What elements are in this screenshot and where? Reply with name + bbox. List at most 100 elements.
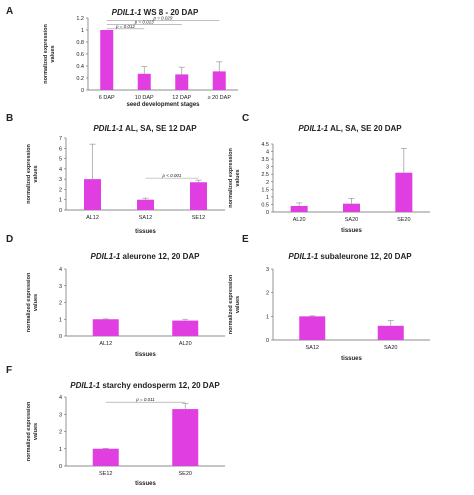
bar <box>172 320 199 336</box>
panel-letter: A <box>6 6 13 17</box>
title-gene: PDIL1-1 <box>93 124 123 133</box>
x-tick-label: AL12 <box>99 341 112 347</box>
x-tick-label: 12 DAP <box>172 95 191 101</box>
y-tick-label: 7 <box>59 136 62 142</box>
y-tick-label: 1 <box>266 314 269 320</box>
y-tick-label: 1 <box>59 447 62 453</box>
y-axis-label-line: normalized expression <box>228 274 234 334</box>
chart-title: PDIL1-1 WS 8 - 20 DAP <box>112 8 199 17</box>
y-axis-label-line: normalized expression <box>228 148 234 208</box>
x-tick-label: SA12 <box>306 345 319 351</box>
y-axis-label-line: values <box>50 45 56 62</box>
y-tick-label: 4 <box>59 395 62 401</box>
y-axis-label-line: values <box>235 296 241 313</box>
bar <box>343 203 360 212</box>
title-gene: PDIL1-1 <box>91 252 121 261</box>
y-axis-label-line: normalized expression <box>43 24 49 84</box>
y-tick-label: 5 <box>59 157 62 163</box>
bar <box>84 179 101 210</box>
panel-letter: E <box>242 234 249 245</box>
y-tick-label: 2 <box>266 291 269 297</box>
title-gene: PDIL1-1 <box>112 8 142 17</box>
y-axis-label: normalized expressionvalues <box>26 144 39 204</box>
chart-title: PDIL1-1 AL, SA, SE 12 DAP <box>93 124 197 133</box>
y-tick-label: 1 <box>81 28 84 34</box>
y-tick-label: 1 <box>266 195 269 201</box>
bar <box>290 205 308 212</box>
title-rest: AL, SA, SE 12 DAP <box>123 124 197 133</box>
bar <box>137 73 151 90</box>
y-tick-label: 2 <box>266 180 269 186</box>
y-tick-label: 0 <box>81 88 84 94</box>
title-gene: PDIL1-1 <box>70 381 100 390</box>
y-tick-label: 0.2 <box>76 76 84 82</box>
y-tick-label: 0 <box>59 208 62 214</box>
bar <box>175 74 189 90</box>
bar <box>395 172 413 212</box>
x-axis-label: tissues <box>135 481 156 487</box>
panel-f: F PDIL1-1 starchy endosperm 12, 20 DAP 0 1 2… <box>6 365 225 487</box>
panel-a: A PDIL1-1 WS 8 - 20 DAP 0 0.2 0.4 0.6 0.8 1 1.2 6… <box>6 6 238 108</box>
x-tick-label: AL12 <box>86 215 99 221</box>
y-tick-label: 3 <box>59 177 62 183</box>
x-axis-label: tissues <box>341 228 362 234</box>
y-axis-label-line: values <box>33 165 39 182</box>
x-tick-label: SA12 <box>139 215 152 221</box>
x-tick-label: SE12 <box>192 215 205 221</box>
title-rest: WS 8 - 20 DAP <box>141 8 199 17</box>
panel-letter: B <box>6 113 13 124</box>
y-axis-label-line: normalized expression <box>26 272 32 332</box>
x-tick-label: SA20 <box>384 345 397 351</box>
chart-title: PDIL1-1 starchy endosperm 12, 20 DAP <box>70 381 220 390</box>
y-tick-label: 2 <box>59 430 62 436</box>
y-axis-label-line: normalized expression <box>26 144 32 204</box>
bar <box>137 199 154 210</box>
title-gene: PDIL1-1 <box>298 124 328 133</box>
y-tick-label: 2.5 <box>261 172 269 178</box>
x-axis-label: tissues <box>135 352 156 358</box>
y-tick-label: 2 <box>59 187 62 193</box>
y-tick-label: 0 <box>266 338 269 344</box>
bar <box>190 182 207 210</box>
bar <box>299 316 326 340</box>
y-tick-label: 3 <box>59 412 62 418</box>
significance-label: p = 0.011 <box>135 397 155 402</box>
y-tick-label: 4 <box>59 167 62 173</box>
y-tick-label: 1.2 <box>76 16 84 22</box>
y-tick-label: 1 <box>59 317 62 323</box>
y-axis-label: normalized expressionvalues <box>26 272 39 332</box>
significance-label: p = 0.013 <box>134 20 154 25</box>
y-tick-label: 0.4 <box>76 64 84 70</box>
x-tick-label: AL20 <box>293 217 306 223</box>
significance-label: p = 0.012 <box>115 24 135 29</box>
panel-letter: F <box>6 365 12 376</box>
y-tick-label: 1 <box>59 198 62 204</box>
y-tick-label: 3 <box>266 165 269 171</box>
panel-c: C PDIL1-1 AL, SA, SE 20 DAP 0 0.51 1.52 2.53 3… <box>228 113 430 234</box>
x-axis-label: tissues <box>135 229 156 235</box>
x-tick-label: 10 DAP <box>135 95 154 101</box>
y-tick-label: 4 <box>266 150 269 156</box>
x-tick-label: SA20 <box>345 217 358 223</box>
y-axis-label-line: normalized expression <box>26 401 32 461</box>
title-rest: starchy endosperm 12, 20 DAP <box>100 381 220 390</box>
x-tick-label: 6 DAP <box>99 95 115 101</box>
bar <box>212 71 226 90</box>
y-axis-label-line: values <box>33 294 39 311</box>
y-tick-label: 6 <box>59 146 62 152</box>
bar <box>92 319 119 336</box>
bar <box>377 325 404 340</box>
y-tick-label: 0 <box>59 334 62 340</box>
title-rest: aleurone 12, 20 DAP <box>120 252 200 261</box>
x-axis-label: tissues <box>341 356 362 362</box>
significance-label: p = 0.029 <box>153 15 173 20</box>
y-tick-label: 0.5 <box>261 202 269 208</box>
y-tick-label: 4.5 <box>261 142 269 148</box>
chart-title: PDIL1-1 aleurone 12, 20 DAP <box>91 252 201 261</box>
x-tick-label: AL20 <box>179 341 192 347</box>
y-tick-label: 2 <box>59 301 62 307</box>
title-gene: PDIL1-1 <box>288 252 318 261</box>
y-tick-label: 3.5 <box>261 157 269 163</box>
y-axis-label: normalized expressionvalues <box>26 401 39 461</box>
chart-title: PDIL1-1 AL, SA, SE 20 DAP <box>298 124 402 133</box>
